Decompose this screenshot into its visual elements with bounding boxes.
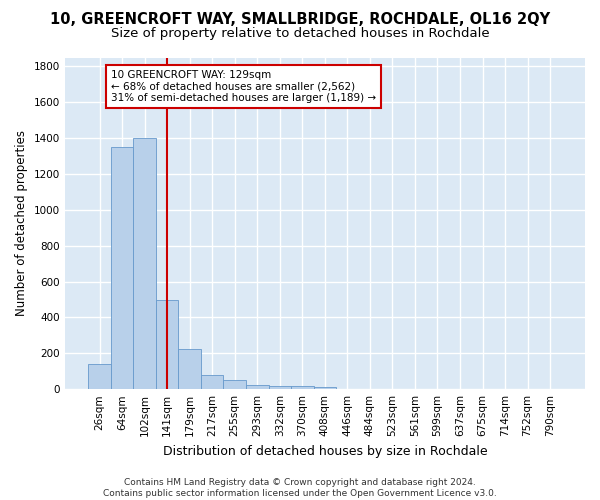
Text: Contains HM Land Registry data © Crown copyright and database right 2024.
Contai: Contains HM Land Registry data © Crown c… (103, 478, 497, 498)
Bar (314, 388, 336, 389)
Bar (88, 364, 111, 389)
Bar (133, 138, 156, 389)
Bar (291, 386, 314, 389)
Bar (201, 375, 223, 389)
Bar (246, 384, 269, 389)
Text: 10 GREENCROFT WAY: 129sqm
← 68% of detached houses are smaller (2,562)
31% of se: 10 GREENCROFT WAY: 129sqm ← 68% of detac… (111, 70, 376, 103)
X-axis label: Distribution of detached houses by size in Rochdale: Distribution of detached houses by size … (163, 444, 487, 458)
Bar (156, 300, 178, 389)
Bar (269, 386, 291, 389)
Bar (111, 147, 133, 389)
Bar (178, 349, 201, 389)
Bar (223, 380, 246, 389)
Text: Size of property relative to detached houses in Rochdale: Size of property relative to detached ho… (110, 28, 490, 40)
Text: 10, GREENCROFT WAY, SMALLBRIDGE, ROCHDALE, OL16 2QY: 10, GREENCROFT WAY, SMALLBRIDGE, ROCHDAL… (50, 12, 550, 28)
Y-axis label: Number of detached properties: Number of detached properties (15, 130, 28, 316)
